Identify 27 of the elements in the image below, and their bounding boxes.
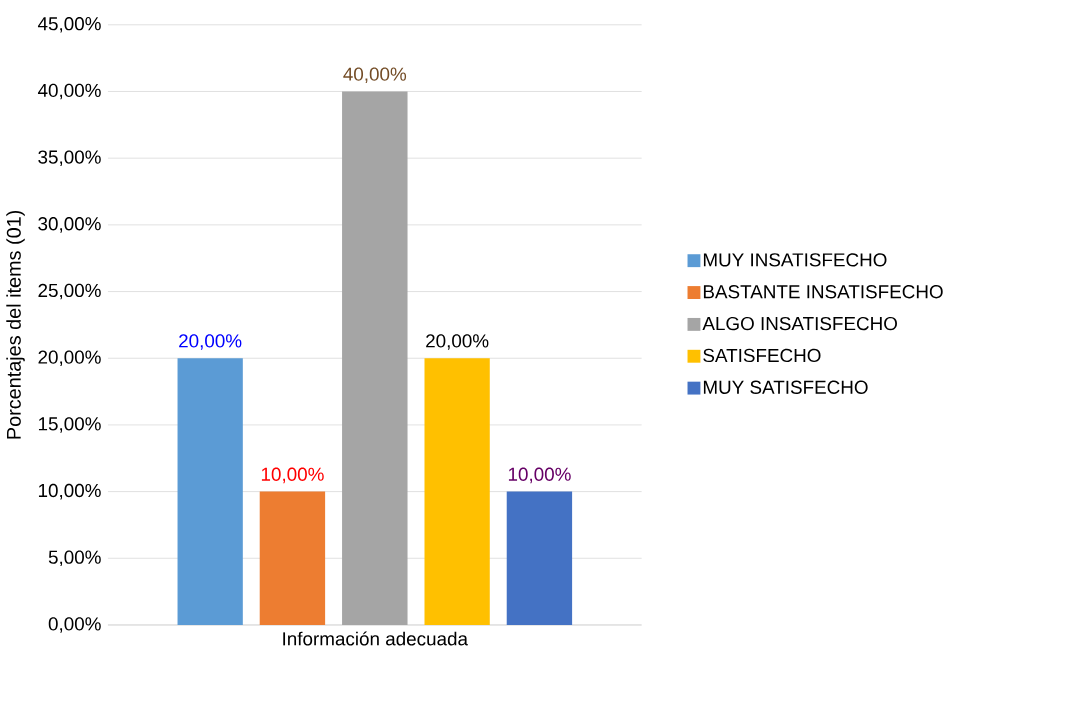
y-tick-label: 35,00%	[38, 150, 101, 166]
legend-label: MUY SATISFECHO	[703, 380, 868, 394]
y-tick-label: 0,00%	[48, 617, 101, 633]
data-label: 10,00%	[261, 467, 324, 483]
bar	[506, 491, 573, 625]
legend-label: ALGO INSATISFECHO	[702, 316, 897, 331]
y-tick-label: 25,00%	[38, 283, 101, 300]
y-tick-label: 15,00%	[38, 416, 101, 433]
data-label: 10,00%	[508, 467, 571, 483]
data-label: 20,00%	[179, 334, 242, 350]
y-tick-label: 30,00%	[38, 216, 101, 233]
bar	[177, 358, 243, 625]
x-tick-label: Información adecuada	[283, 631, 469, 646]
y-tick-label: 40,00%	[37, 83, 101, 100]
y-tick-label: 5,00%	[48, 550, 101, 566]
bar	[342, 91, 408, 625]
y-tick-label: 45,00%	[37, 16, 101, 33]
legend-label: SATISFECHO	[703, 348, 821, 362]
data-label: 20,00%	[426, 334, 489, 350]
y-tick-label: 10,00%	[38, 483, 101, 500]
legend-label: MUY INSATISFECHO	[703, 253, 887, 267]
data-label: 40,00%	[343, 67, 407, 83]
bar	[259, 491, 326, 625]
y-tick-label: 20,00%	[38, 350, 101, 366]
y-axis-title: Porcentajes del items (01)	[6, 210, 25, 439]
legend-label: BASTANTE INSATISFECHO	[703, 284, 943, 299]
bar	[424, 358, 490, 625]
